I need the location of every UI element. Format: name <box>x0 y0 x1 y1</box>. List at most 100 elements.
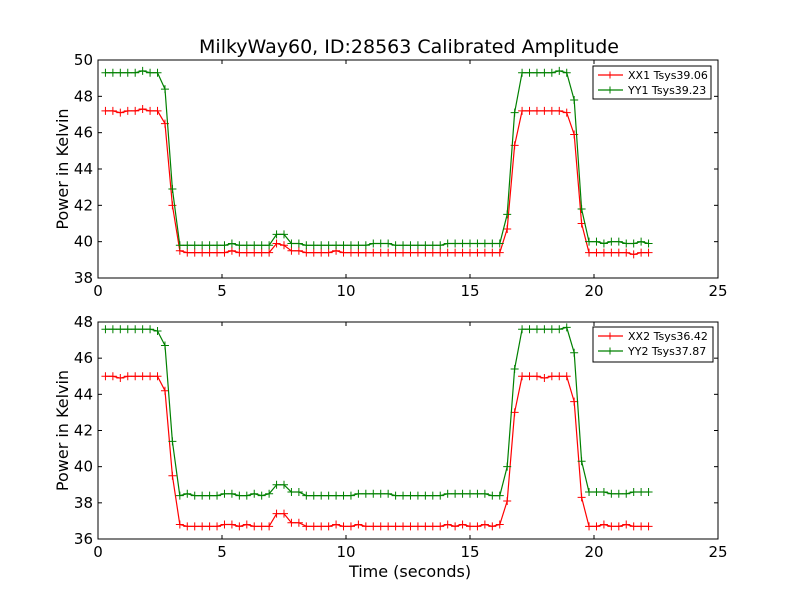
data-point <box>339 241 348 250</box>
x-tick-label: 15 <box>460 543 479 561</box>
data-point <box>265 522 274 531</box>
data-point <box>354 489 363 498</box>
data-point <box>577 493 586 502</box>
data-point <box>272 480 281 489</box>
data-point <box>250 241 259 250</box>
data-point <box>265 489 274 498</box>
data-point <box>547 325 556 334</box>
data-point <box>547 372 556 381</box>
data-point <box>399 248 408 257</box>
data-point <box>332 520 341 529</box>
data-point <box>153 327 162 336</box>
data-point <box>205 522 214 531</box>
data-point <box>458 239 467 248</box>
data-point <box>160 341 169 350</box>
data-point <box>280 509 288 518</box>
data-point <box>436 241 445 250</box>
legend-label: XX1 Tsys39.06 <box>628 69 708 82</box>
data-point <box>294 246 303 255</box>
data-point <box>451 239 460 248</box>
data-point <box>495 239 504 248</box>
data-point <box>622 248 631 257</box>
data-point <box>153 68 162 77</box>
legend-box <box>592 65 712 100</box>
data-point <box>399 491 408 500</box>
data-point <box>540 106 549 115</box>
y-axis-label: Power in Kelvin <box>53 370 72 491</box>
data-point <box>108 68 117 77</box>
data-point <box>466 489 474 498</box>
y-tick-label: 42 <box>74 422 93 440</box>
data-point <box>443 239 452 248</box>
y-tick-label: 44 <box>74 385 93 403</box>
data-point <box>309 491 318 500</box>
data-point <box>570 348 579 357</box>
data-point <box>592 487 601 496</box>
data-point <box>235 522 244 531</box>
data-point <box>451 522 460 531</box>
data-point <box>629 250 638 259</box>
data-point <box>346 491 355 500</box>
y-tick-label: 36 <box>74 530 93 548</box>
data-point <box>168 437 177 446</box>
data-point <box>272 509 281 518</box>
legend: XX2 Tsys36.42 YY2 Tsys37.87 <box>592 326 714 363</box>
data-point <box>227 239 236 248</box>
data-point <box>436 491 445 500</box>
x-tick-label: 25 <box>708 543 727 561</box>
data-point <box>361 248 370 257</box>
data-point <box>599 487 608 496</box>
data-point <box>287 518 296 527</box>
data-point <box>428 248 437 257</box>
data-point <box>146 106 155 115</box>
data-point <box>614 237 623 246</box>
data-point <box>480 520 489 529</box>
data-point <box>458 248 467 257</box>
data-point <box>376 239 385 248</box>
data-point <box>503 210 512 219</box>
data-point <box>190 248 199 257</box>
legend-label: YY1 Tsys39.23 <box>627 84 706 97</box>
data-point <box>540 374 549 383</box>
data-point <box>436 248 445 257</box>
data-point <box>384 239 393 248</box>
data-point <box>175 491 184 500</box>
y-tick-label: 38 <box>74 269 93 287</box>
data-point <box>332 491 341 500</box>
data-point <box>220 241 229 250</box>
data-point <box>503 462 512 471</box>
data-point <box>324 248 333 257</box>
data-point <box>153 106 162 115</box>
legend-box <box>592 326 714 363</box>
data-point <box>622 239 631 248</box>
data-point <box>272 230 281 239</box>
data-point <box>346 522 355 531</box>
data-point <box>510 365 519 374</box>
data-point <box>518 325 527 334</box>
data-point <box>116 108 125 117</box>
data-point <box>160 85 169 94</box>
data-point <box>629 487 638 496</box>
data-point <box>629 522 638 531</box>
data-point <box>629 239 638 248</box>
data-point <box>562 108 571 117</box>
data-point <box>622 489 631 498</box>
data-point <box>399 241 408 250</box>
data-point <box>406 241 415 250</box>
data-point <box>532 372 541 381</box>
x-axis-label: Time (seconds) <box>348 562 471 581</box>
data-point <box>555 66 564 75</box>
y-tick-label: 40 <box>74 233 93 251</box>
data-point <box>376 248 385 257</box>
data-point <box>614 248 623 257</box>
data-point <box>205 248 214 257</box>
legend: XX1 Tsys39.06 YY1 Tsys39.23 <box>592 65 712 100</box>
data-point <box>421 491 430 500</box>
data-point <box>242 241 251 250</box>
data-point <box>495 520 504 529</box>
data-point <box>547 106 556 115</box>
data-point <box>250 248 259 257</box>
data-point <box>637 237 646 246</box>
y-tick-label: 48 <box>74 313 93 331</box>
